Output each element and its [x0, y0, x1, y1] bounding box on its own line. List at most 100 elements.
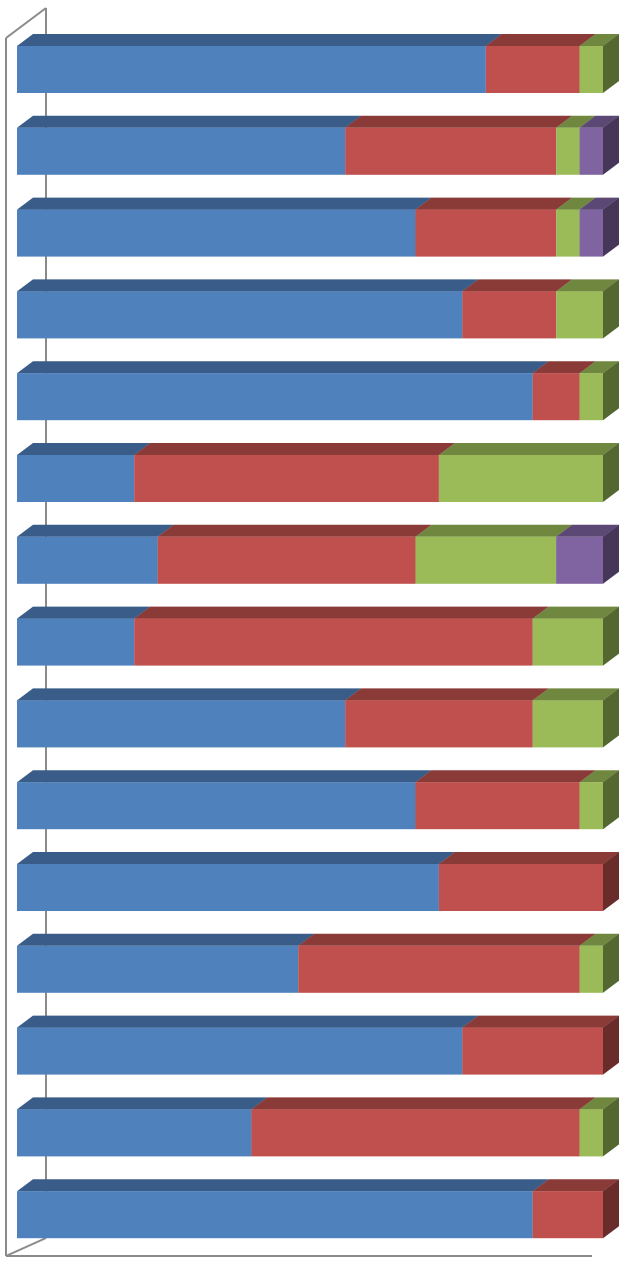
- bars-group: [17, 34, 619, 1239]
- bar-segment-top-face: [17, 443, 151, 455]
- bar-segment-front-face: [345, 127, 557, 175]
- bar-segment-front-face: [157, 536, 416, 584]
- bar-segment-top-face: [532, 606, 619, 619]
- bar-segment-front-face: [579, 46, 603, 93]
- bar-segment-top-face: [579, 115, 619, 128]
- depth-edge-bottom: [5, 1237, 47, 1257]
- bar-segment: [345, 115, 573, 175]
- bar-segment-front-face: [485, 46, 580, 93]
- bar-segment-front-face: [556, 209, 580, 257]
- bar-segment-top-face: [415, 770, 596, 783]
- bar-segment: [485, 34, 596, 93]
- bar-segment-top-face: [17, 524, 174, 537]
- bar-segment: [17, 1179, 549, 1239]
- bar-segment-top-face: [345, 688, 549, 701]
- bar-segment: [579, 361, 619, 421]
- bar-segment-front-face: [17, 864, 439, 911]
- bar-segment: [134, 606, 549, 666]
- bar-segment-front-face: [438, 864, 603, 911]
- bar-row: [17, 115, 619, 175]
- bar-row: [17, 443, 619, 502]
- bar-row: [17, 1179, 619, 1239]
- bar-row: [17, 34, 619, 93]
- bar-segment: [17, 852, 455, 911]
- bar-segment-top-face: [134, 443, 455, 455]
- bar-segment-top-face: [556, 279, 619, 292]
- bar-segment-top-face: [579, 34, 619, 46]
- bar-segment-front-face: [345, 700, 533, 748]
- bar-segment-top-face: [17, 115, 362, 128]
- bar-segment-top-face: [17, 1097, 268, 1110]
- bar-segment-top-face: [579, 770, 619, 783]
- bar-segment: [532, 361, 596, 421]
- bar-segment: [17, 361, 549, 421]
- bar-segment-side-face: [603, 933, 619, 993]
- bar-segment: [438, 443, 619, 502]
- bar-segment: [345, 688, 549, 748]
- bar-segment-front-face: [17, 209, 416, 257]
- bar-segment-side-face: [603, 197, 619, 257]
- bar-segment: [556, 115, 596, 175]
- bar-row: [17, 279, 619, 339]
- bar-segment-top-face: [532, 1179, 619, 1192]
- bar-row: [17, 1097, 619, 1157]
- bar-segment-top-face: [579, 933, 619, 946]
- bar-segment-front-face: [17, 1027, 463, 1075]
- bar-segment-front-face: [532, 1191, 603, 1239]
- bar-segment: [298, 933, 596, 993]
- bar-segment: [17, 606, 151, 666]
- bar-segment-top-face: [251, 1097, 596, 1110]
- bar-row: [17, 197, 619, 257]
- bar-segment-side-face: [603, 852, 619, 911]
- bar-segment-front-face: [251, 1109, 580, 1157]
- bar-segment-top-face: [17, 770, 432, 783]
- bar-segment: [579, 770, 619, 830]
- bar-segment-side-face: [603, 34, 619, 93]
- bar-segment-top-face: [298, 933, 596, 946]
- bar-segment-top-face: [17, 34, 502, 46]
- bar-segment-top-face: [462, 279, 573, 292]
- bar-row: [17, 688, 619, 748]
- bar-segment: [556, 279, 619, 339]
- bar-segment-side-face: [603, 1179, 619, 1239]
- bar-row: [17, 933, 619, 993]
- bar-segment: [579, 1097, 619, 1157]
- bar-segment: [579, 933, 619, 993]
- depth-edge-top: [5, 7, 47, 39]
- bar-segment: [17, 197, 432, 257]
- bar-segment: [134, 443, 455, 502]
- bar-segment-front-face: [462, 291, 557, 339]
- bar-segment: [17, 443, 151, 502]
- bar-segment: [17, 688, 362, 748]
- bar-segment: [462, 1015, 619, 1075]
- bar-segment-front-face: [17, 291, 463, 339]
- bar-segment-top-face: [462, 1015, 619, 1028]
- bar-segment-side-face: [603, 770, 619, 830]
- bar-segment: [579, 115, 619, 175]
- bar-segment-front-face: [415, 782, 580, 830]
- bar-segment-top-face: [556, 524, 619, 537]
- bar-segment: [532, 1179, 619, 1239]
- bar-segment-front-face: [17, 700, 346, 748]
- bar-segment: [462, 279, 573, 339]
- bar-segment: [532, 688, 619, 748]
- bar-segment-side-face: [603, 1097, 619, 1157]
- bar-segment-top-face: [485, 34, 596, 46]
- bar-segment-front-face: [556, 127, 580, 175]
- bar-segment-side-face: [603, 1015, 619, 1075]
- bar-segment-top-face: [556, 197, 596, 210]
- bar-segment-top-face: [17, 279, 479, 292]
- bar-segment-front-face: [579, 209, 603, 257]
- bar-segment-front-face: [579, 782, 603, 830]
- bar-segment-front-face: [17, 46, 486, 93]
- bar-row: [17, 1015, 619, 1075]
- bar-segment-front-face: [17, 618, 135, 666]
- bar-segment-front-face: [579, 1109, 603, 1157]
- bar-segment-front-face: [17, 373, 533, 421]
- bar-segment-top-face: [17, 1015, 479, 1028]
- bar-segment-top-face: [532, 361, 596, 374]
- bar-segment-front-face: [17, 1109, 252, 1157]
- bar-segment: [579, 197, 619, 257]
- bar-segment-side-face: [603, 361, 619, 421]
